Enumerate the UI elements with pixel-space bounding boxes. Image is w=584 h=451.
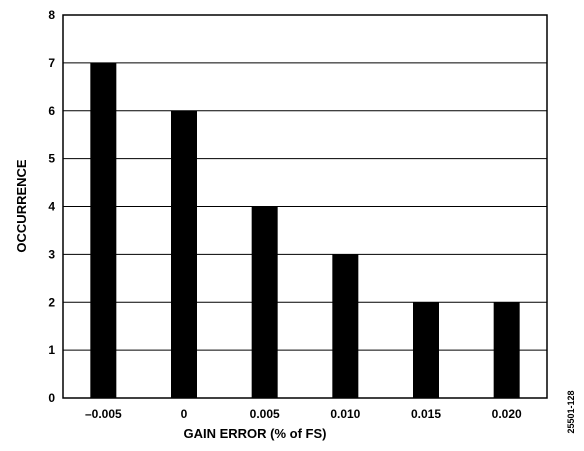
bar [332,254,359,398]
y-tick-label: 3 [48,247,55,261]
x-tick-label: –0.005 [85,407,122,421]
bar [493,302,520,398]
bar [90,62,117,398]
x-tick-label: 0 [181,407,188,421]
figure-id: 25501-128 [566,390,576,433]
bars [90,62,520,398]
y-tick-label: 8 [48,8,55,22]
plot-frame [62,14,548,399]
gridlines [63,62,547,351]
bar [413,302,439,398]
x-tick-label: 0.010 [330,407,360,421]
y-axis-label: OCCURRENCE [14,159,29,253]
y-tick-label: 1 [48,343,55,357]
y-tick-label: 4 [48,200,55,214]
y-tick-label: 0 [48,391,55,405]
x-axis-label: GAIN ERROR (% of FS) [184,426,327,441]
x-tick-labels: –0.005 0 0.005 0.010 0.015 0.020 [85,407,522,421]
x-tick-label: 0.005 [250,407,280,421]
bar [171,110,197,398]
x-tick-label: 0.020 [492,407,522,421]
y-tick-label: 2 [48,295,55,309]
y-tick-labels: 0 1 2 3 4 5 6 7 8 [48,8,55,405]
y-tick-label: 7 [48,56,55,70]
bar [251,206,278,398]
x-tick-label: 0.015 [411,407,441,421]
y-tick-label: 6 [48,104,55,118]
y-tick-label: 5 [48,152,55,166]
